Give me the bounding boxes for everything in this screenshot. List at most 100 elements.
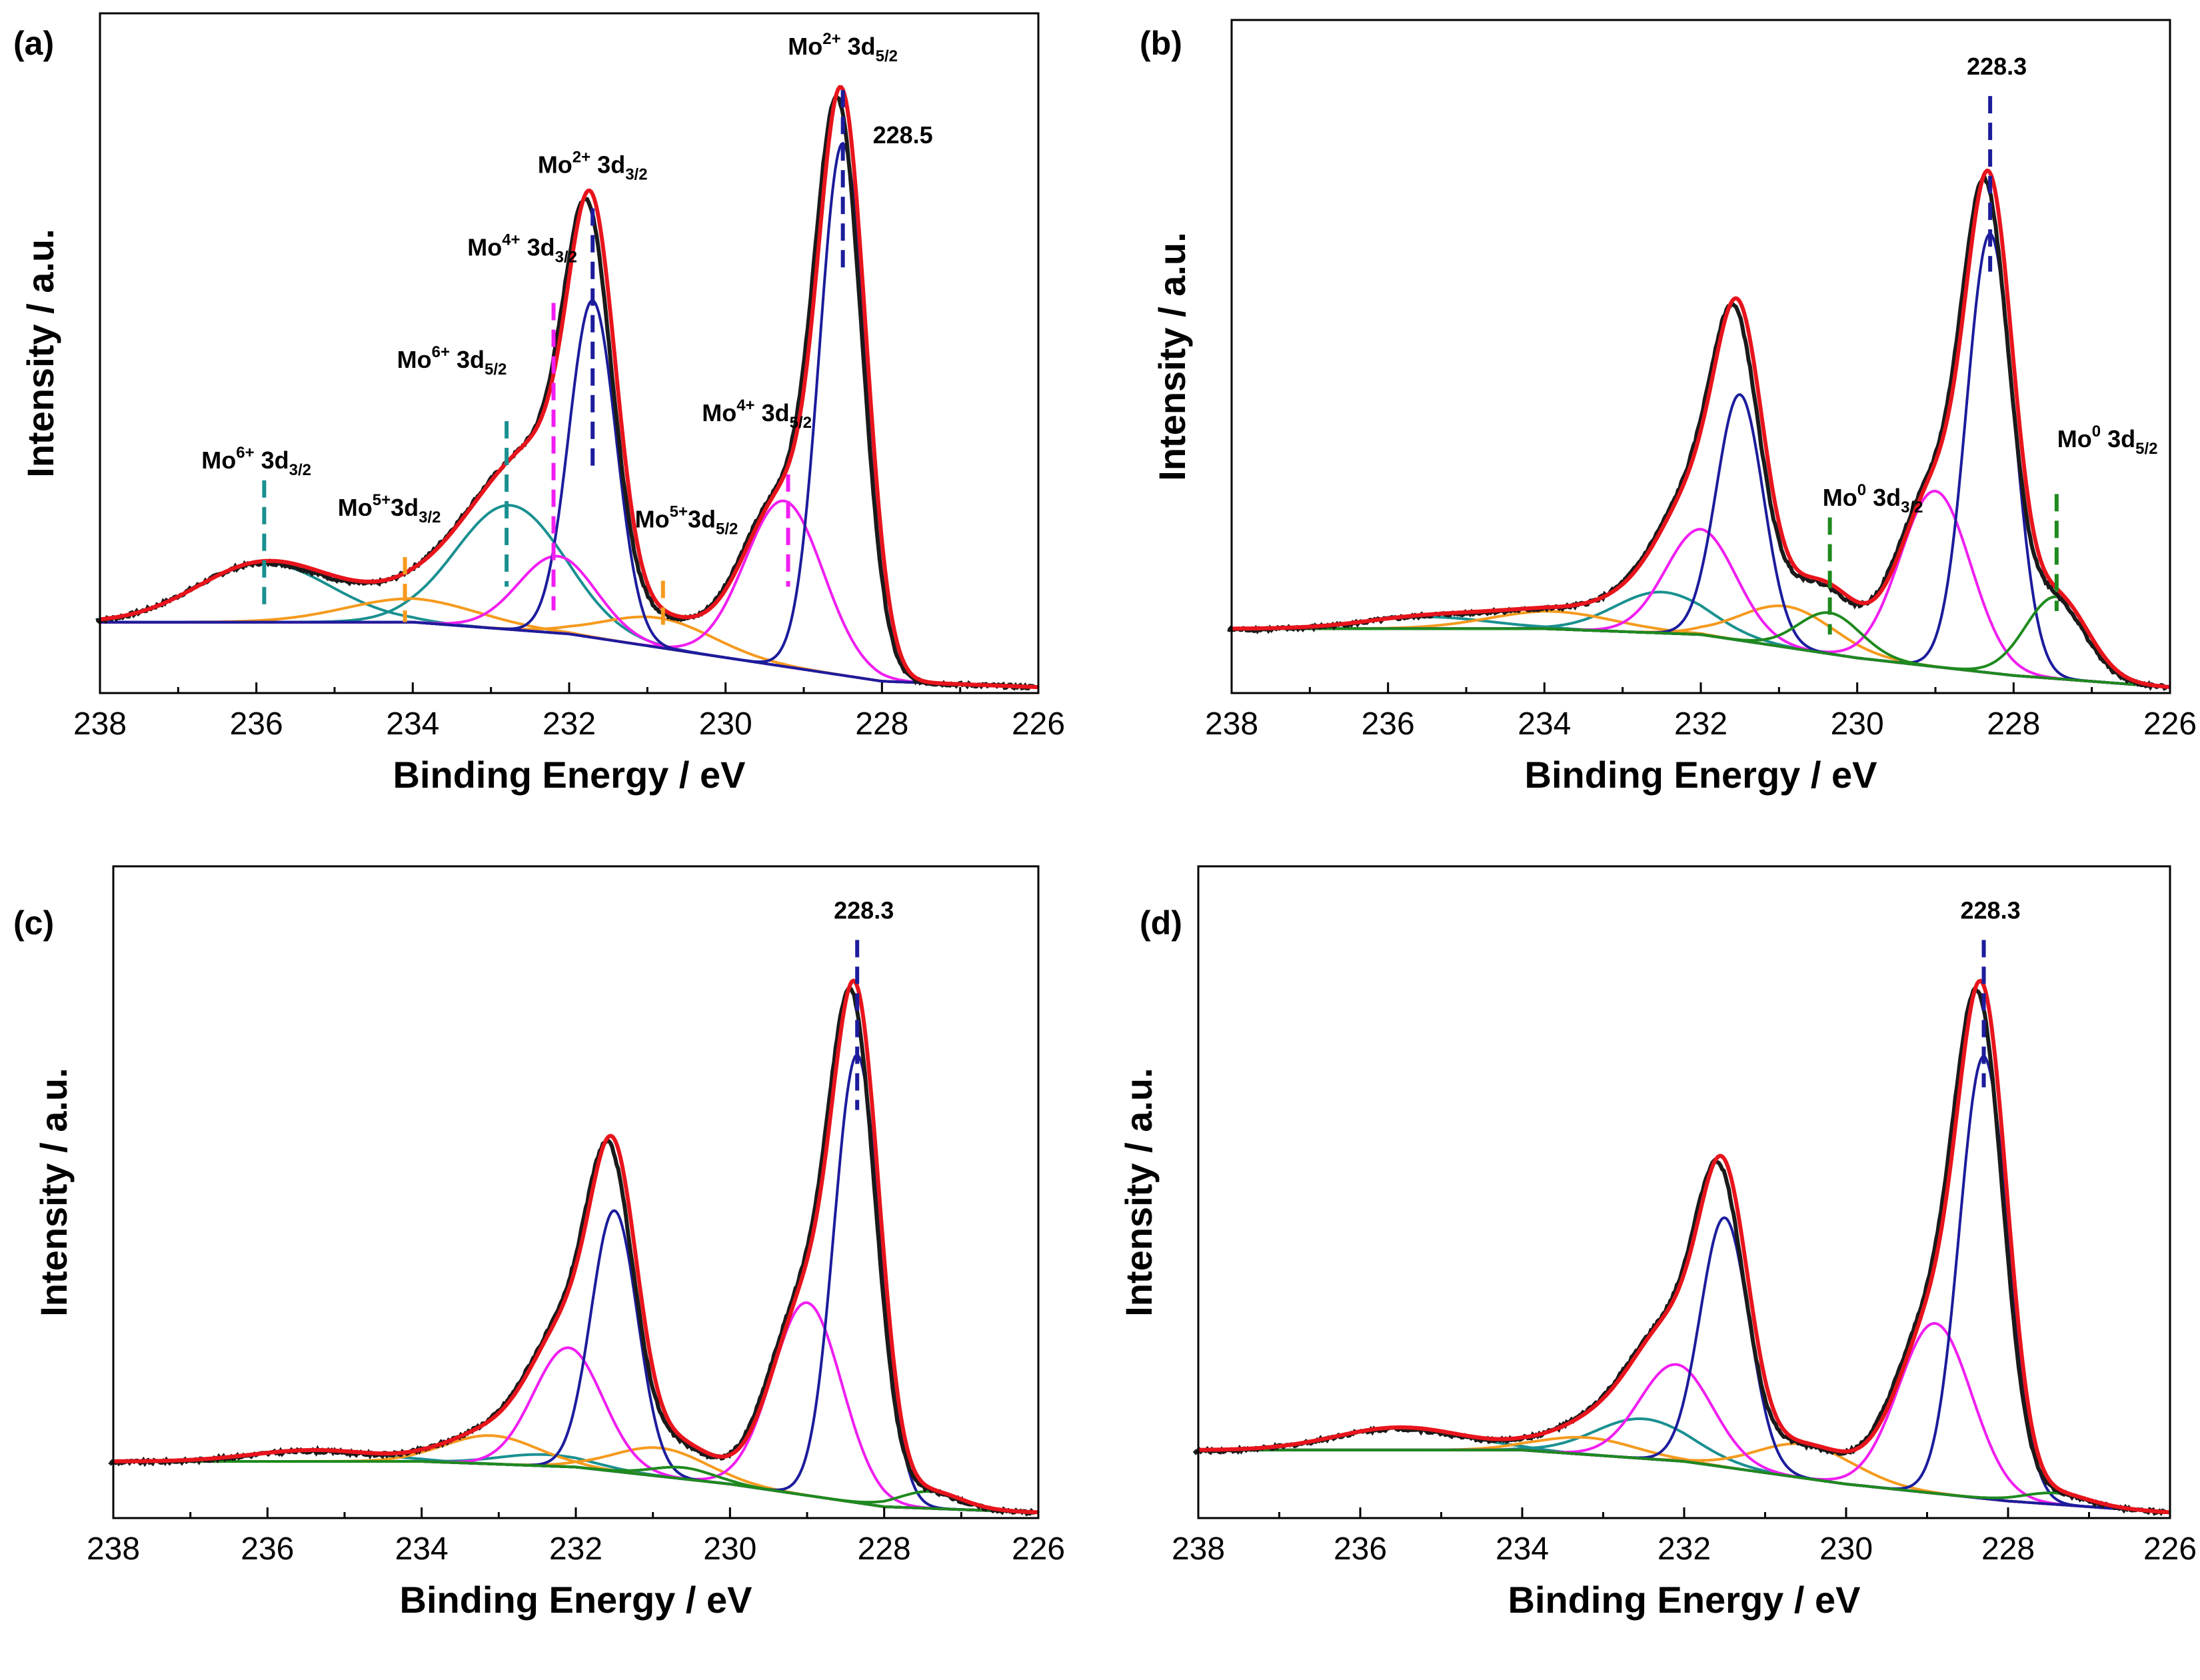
x-axis-title: Binding Energy / eV [1508, 1579, 1861, 1621]
x-tick-label: 232 [543, 706, 596, 742]
panel-d: 238 236 234 232 230 228 226 Binding Energy / eV… [1118, 865, 2197, 1621]
annotation-oxidation-state: 2+ [822, 30, 840, 48]
component-mo0-3d5-2 [113, 1460, 1039, 1514]
peak-annotation: Mo4+ 3d3/2 [467, 231, 577, 267]
annotation-element: Mo [702, 399, 736, 426]
component-mo0-3d3-2 [1232, 611, 2171, 689]
plot-frame [1230, 19, 2171, 694]
annotation-oxidation-state: 5+ [373, 491, 391, 509]
annotation-orbital: 3d [688, 506, 716, 533]
x-tick-label: 236 [1334, 1531, 1387, 1567]
x-tick-label: 232 [1657, 1531, 1711, 1567]
annotation-orbital: 3d [755, 399, 790, 426]
annotation-element: Mo [397, 346, 432, 373]
annotation-orbital: 3d [255, 446, 289, 474]
annotation-spin-orbit: 5/2 [2135, 440, 2157, 458]
x-tick-label: 234 [386, 706, 439, 742]
annotation-element: Mo [788, 33, 822, 60]
x-tick-label: 238 [87, 1531, 140, 1567]
annotation-orbital: 3d [450, 346, 485, 373]
annotation-orbital: 3d [391, 494, 419, 521]
peak-annotation: Mo0 3d5/2 [2057, 422, 2158, 458]
annotation-oxidation-state: 4+ [736, 397, 754, 415]
annotation-spin-orbit: 3/2 [289, 461, 311, 479]
plot-frame [1197, 865, 2171, 1519]
annotation-orbital: 3d [2101, 425, 2135, 452]
x-tick-label: 230 [1831, 706, 1884, 742]
annotation-oxidation-state: 0 [1857, 481, 1866, 499]
peak-position-label: 228.3 [1967, 53, 2027, 80]
raw-data-curve [95, 93, 1036, 691]
component-mo0-3d5-2 [1198, 1448, 2171, 1514]
annotation-spin-orbit: 5/2 [876, 47, 898, 65]
peak-position-label: 228.5 [873, 121, 933, 149]
x-tick-label: 236 [1362, 706, 1415, 742]
annotation-orbital: 3d [1866, 484, 1901, 511]
x-tick-label: 228 [855, 706, 908, 742]
x-tick-label: 230 [703, 1531, 756, 1567]
x-tick-label: 230 [699, 706, 752, 742]
x-tick-label: 230 [1819, 1531, 1873, 1567]
peak-annotation: Mo6+ 3d5/2 [397, 343, 507, 379]
x-axis-title: Binding Energy / eV [400, 1579, 752, 1621]
panel-b: 238 236 234 232 230 228 226 Binding Energy / eV… [1140, 19, 2197, 796]
component-mo0-3d3-2 [113, 1460, 1039, 1514]
x-tick-label: 238 [73, 706, 127, 742]
annotation-orbital: 3d [841, 33, 876, 60]
x-tick-label: 234 [395, 1531, 449, 1567]
annotation-element: Mo [2057, 425, 2092, 452]
component-mo2-3d5-2 [1198, 1054, 2171, 1514]
fit-envelope-curve [99, 85, 1039, 690]
component-mo6-3d5-2 [113, 1453, 1039, 1514]
x-tick-label: 236 [241, 1531, 294, 1567]
annotation-element: Mo [338, 494, 373, 521]
component-mo5-3d5-2 [1232, 604, 2171, 689]
peak-annotation: Mo5+3d3/2 [338, 491, 441, 526]
y-axis-title: Intensity / a.u. [33, 1068, 75, 1316]
peak-position-label: 228.3 [834, 897, 894, 924]
annotation-element: Mo [467, 234, 502, 261]
annotation-orbital: 3d [521, 234, 555, 261]
fit-envelope-curve [1231, 168, 2171, 689]
annotation-oxidation-state: 6+ [236, 444, 254, 462]
baseline-curve [113, 1460, 1039, 1514]
component-mo4-3d5-2 [1232, 490, 2171, 689]
annotation-spin-orbit: 5/2 [790, 414, 812, 432]
fit-envelope-curve [1198, 978, 2171, 1515]
annotation-spin-orbit: 3/2 [625, 165, 647, 183]
panel-c: 238 236 234 232 230 228 226 Binding Energy / eV… [13, 865, 1065, 1621]
x-tick-label: 236 [230, 706, 283, 742]
x-tick-label: 228 [1981, 1531, 2035, 1567]
annotation-oxidation-state: 5+ [670, 503, 688, 521]
x-axis-title: Binding Energy / eV [393, 754, 746, 796]
annotation-oxidation-state: 0 [2092, 422, 2101, 440]
component-mo2-3d3-2 [100, 299, 1039, 689]
panel-letter: (a) [13, 25, 54, 62]
baseline-curve [1232, 627, 2171, 689]
x-tick-label: 232 [549, 1531, 602, 1567]
y-axis-title: Intensity / a.u. [1118, 1068, 1160, 1316]
panel-letter: (d) [1140, 904, 1182, 942]
annotation-orbital: 3d [590, 151, 625, 178]
component-mo2-3d5-2 [113, 1054, 1039, 1514]
component-mo6-3d3-2 [1198, 1425, 2171, 1514]
annotation-spin-orbit: 3/2 [1901, 498, 1923, 516]
panel-letter: (c) [13, 904, 54, 942]
annotation-element: Mo [201, 446, 236, 474]
x-tick-label: 226 [2143, 706, 2197, 742]
component-mo0-3d5-2 [1232, 595, 2171, 688]
peak-annotation: Mo4+ 3d5/2 [702, 397, 812, 432]
raw-data-curve [108, 987, 1035, 1517]
x-tick-label: 238 [1172, 1531, 1225, 1567]
panel-a: 238 236 234 232 230 228 226 Binding Energy / eV… [13, 12, 1065, 796]
x-tick-label: 228 [858, 1531, 911, 1567]
x-tick-label: 232 [1674, 706, 1727, 742]
peak-annotation: Mo6+ 3d3/2 [201, 444, 311, 479]
y-axis-title: Intensity / a.u. [1151, 232, 1193, 480]
annotation-oxidation-state: 2+ [572, 148, 590, 166]
plot-frame [99, 12, 1040, 694]
annotation-spin-orbit: 3/2 [419, 508, 441, 526]
panel-letter: (b) [1140, 25, 1182, 62]
raw-data-curve [1227, 175, 2167, 692]
